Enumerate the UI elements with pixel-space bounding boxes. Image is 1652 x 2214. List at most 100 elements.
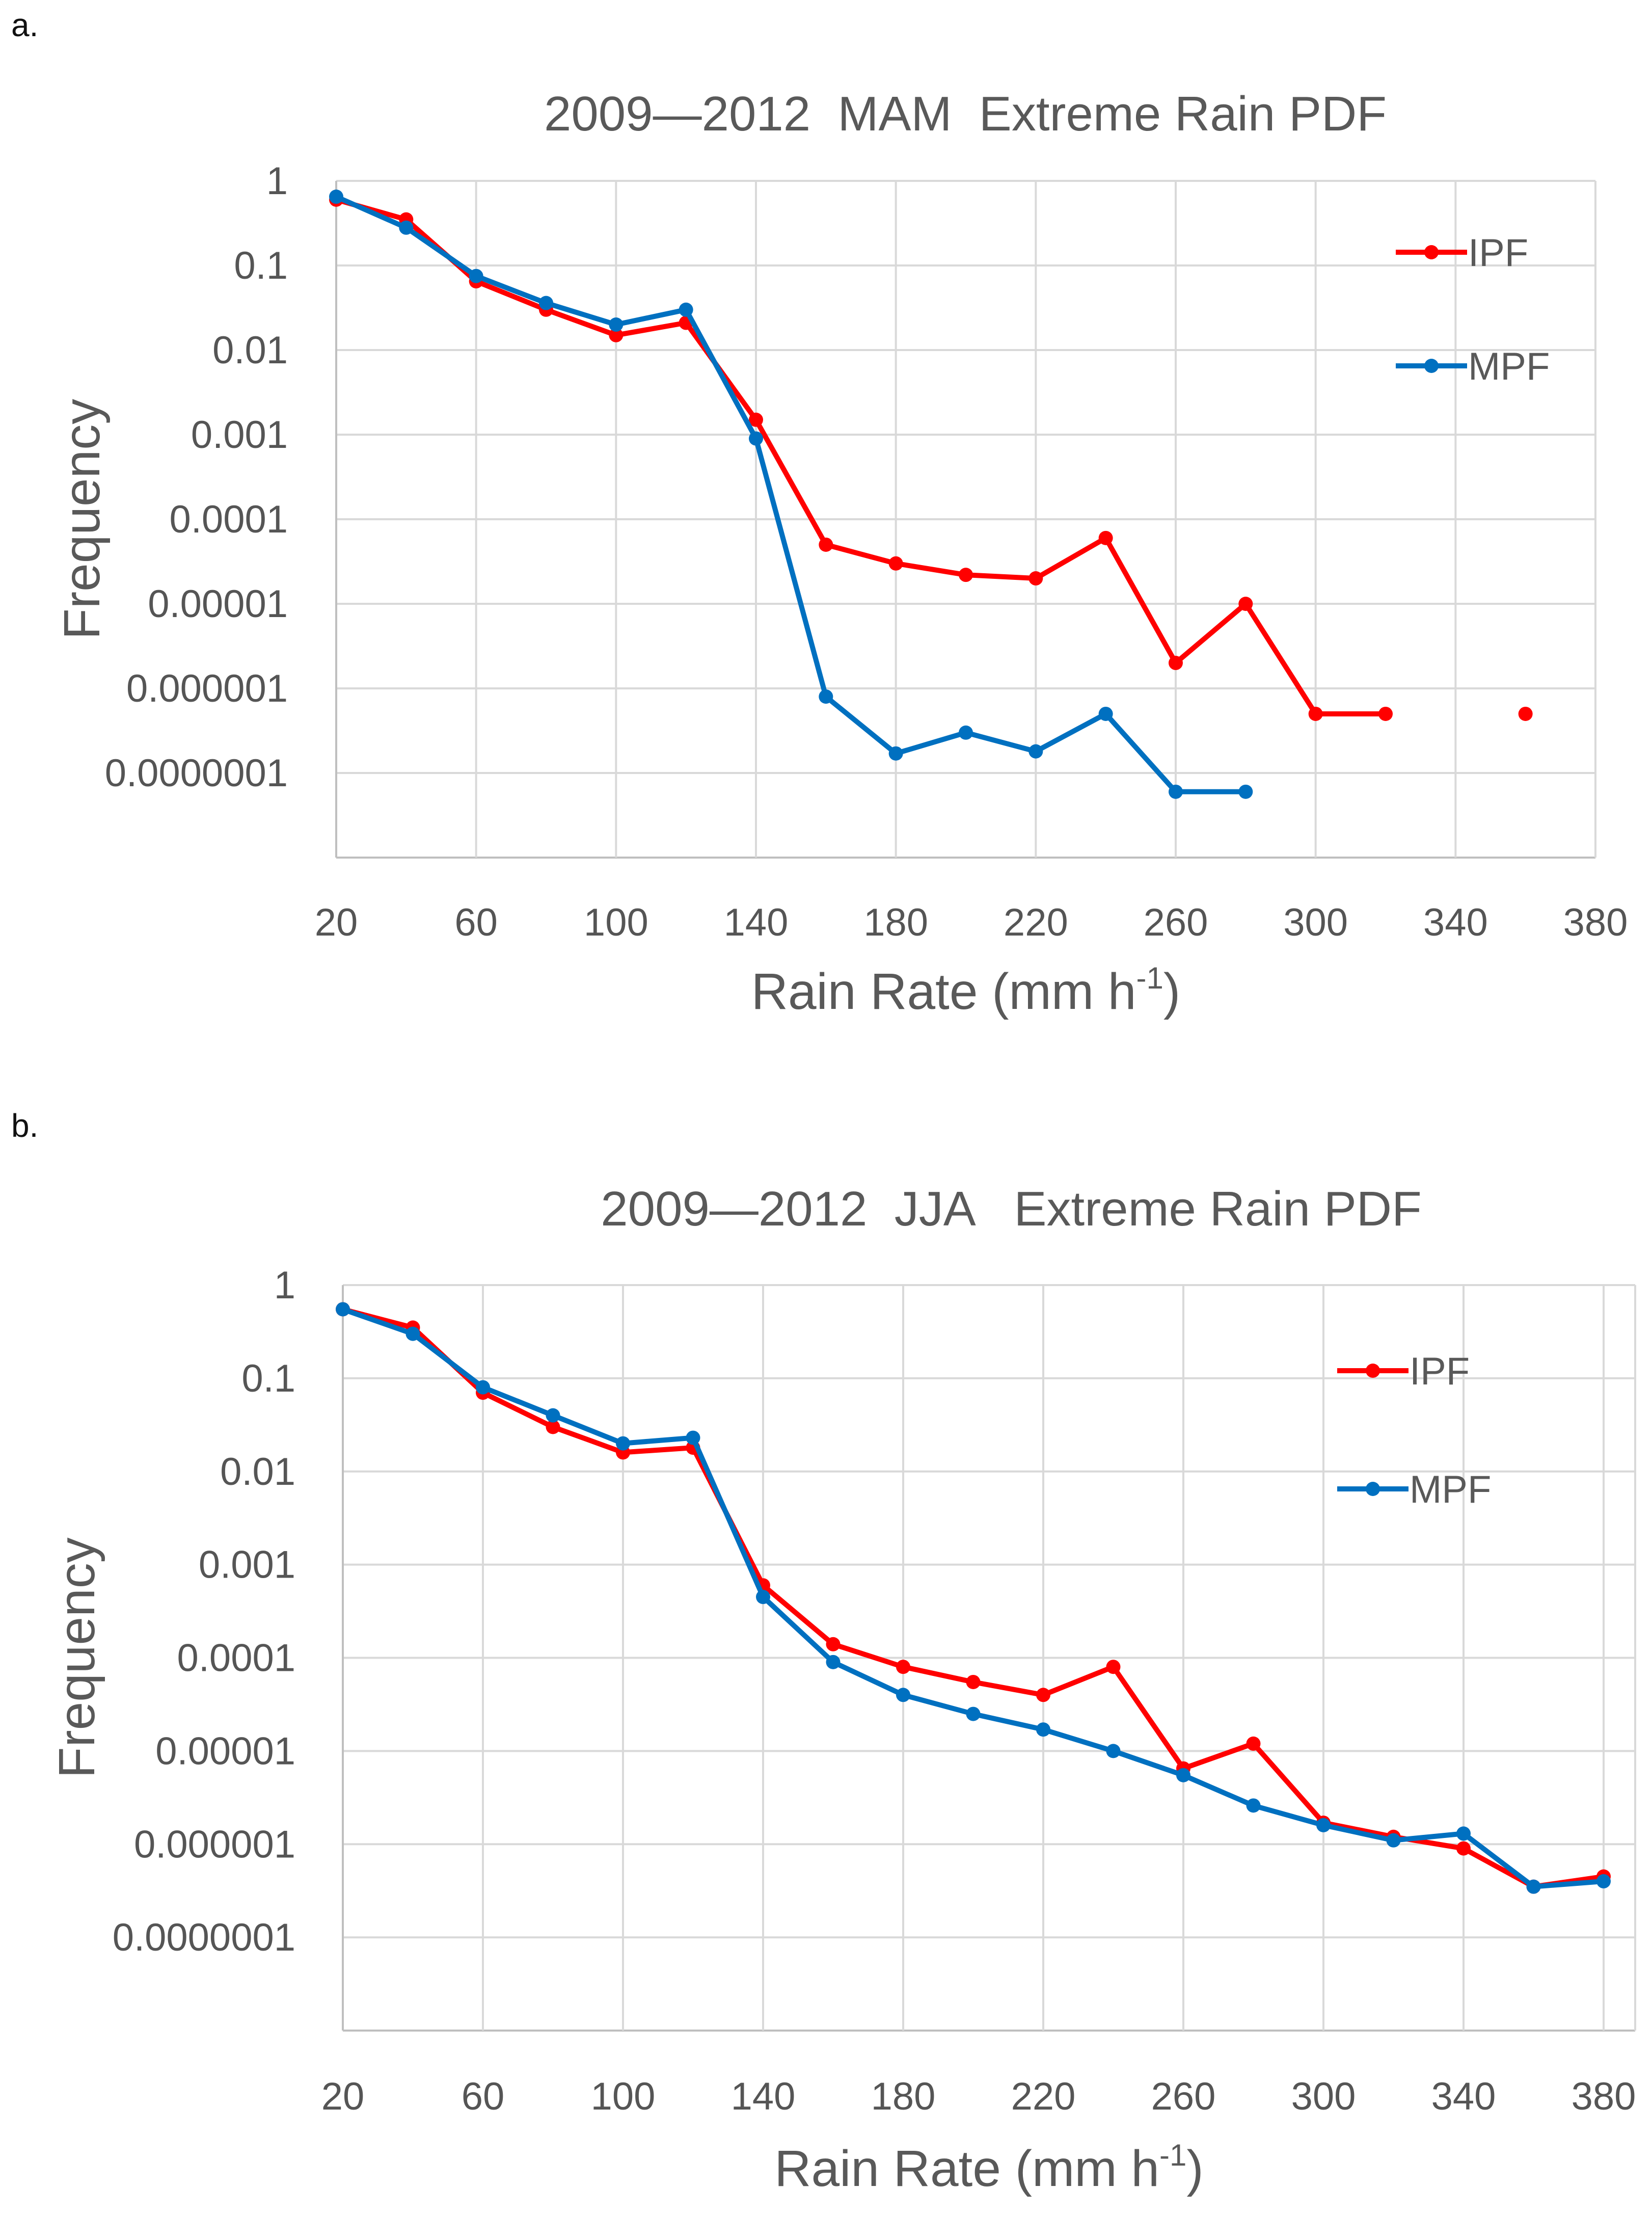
chart-title: 2009—2012 MAM Extreme Rain PDF — [544, 87, 1387, 141]
y-tick-label: 0.0000001 — [105, 752, 288, 795]
data-point-ipf — [888, 556, 903, 571]
data-point-mpf — [609, 317, 624, 332]
data-point-mpf — [1526, 1879, 1541, 1894]
y-tick-label: 0.0001 — [177, 1637, 295, 1680]
chart-jja: 20 60 100 140 180 220 260 300 340 380 1 0.1 0.01 0.00… — [48, 1182, 1636, 2197]
data-point-ipf — [1036, 1688, 1050, 1702]
data-point-mpf — [1238, 784, 1253, 799]
data-point-mpf — [1106, 1744, 1121, 1758]
data-point-mpf — [686, 1430, 700, 1445]
x-tick-label: 140 — [731, 2075, 796, 2118]
y-tick-label: 0.001 — [191, 413, 288, 457]
data-point-mpf — [1169, 784, 1183, 799]
panel-label-a: a. — [11, 7, 39, 43]
data-point-ipf — [826, 1637, 841, 1651]
legend-label-ipf: IPF — [1410, 1350, 1470, 1393]
data-point-mpf — [476, 1380, 490, 1395]
x-tick-label: 180 — [863, 901, 928, 944]
legend-marker-mpf — [1366, 1482, 1380, 1496]
data-point-mpf — [399, 220, 414, 235]
data-point-ipf — [1098, 530, 1113, 545]
y-tick-label: 0.0000001 — [113, 1916, 295, 1959]
legend-label-mpf: MPF — [1468, 345, 1550, 388]
x-axis-label: Rain Rate (mm h-1) — [751, 961, 1180, 1020]
data-point-mpf — [1316, 1818, 1331, 1832]
data-point-mpf — [539, 296, 553, 310]
legend: IPF MPF — [1337, 1350, 1491, 1511]
y-tick-label: 0.000001 — [126, 667, 288, 710]
data-point-ipf — [966, 1674, 981, 1689]
x-tick-label: 140 — [724, 901, 789, 944]
y-tick-label: 0.00001 — [155, 1729, 295, 1773]
data-point-mpf — [888, 746, 903, 761]
data-point-mpf — [1098, 706, 1113, 721]
chart-title: 2009—2012 JJA Extreme Rain PDF — [601, 1182, 1421, 1236]
data-point-ipf — [1456, 1841, 1471, 1856]
data-point-ipf — [1028, 571, 1043, 586]
x-tick-label: 380 — [1572, 2075, 1636, 2118]
data-point-ipf — [959, 568, 973, 582]
data-point-mpf — [819, 689, 833, 704]
x-tick-label: 220 — [1004, 901, 1068, 944]
y-tick-label: 0.1 — [234, 244, 288, 287]
data-point-mpf — [826, 1655, 841, 1669]
series-mpf — [329, 190, 1253, 799]
data-point-ipf — [1106, 1660, 1121, 1674]
x-tick-label: 100 — [591, 2075, 656, 2118]
x-tick-label: 340 — [1423, 901, 1488, 944]
x-tick-label: 60 — [454, 901, 498, 944]
y-tick-label: 1 — [266, 159, 288, 203]
data-point-mpf — [1246, 1798, 1261, 1813]
data-point-mpf — [959, 725, 973, 740]
series-line-ipf — [342, 1306, 1604, 1889]
x-tick-label: 100 — [584, 901, 648, 944]
data-point-mpf — [1036, 1722, 1050, 1737]
legend-marker-ipf — [1424, 245, 1439, 259]
x-tick-label: 300 — [1283, 901, 1348, 944]
data-point-mpf — [405, 1326, 420, 1341]
series-line-mpf — [342, 1306, 1604, 1889]
panel-label-b: b. — [11, 1107, 39, 1144]
series-ipf — [329, 192, 1533, 721]
y-tick-label: 0.1 — [241, 1357, 295, 1400]
y-tick-label: 0.01 — [212, 329, 288, 372]
x-tick-label: 20 — [321, 2075, 365, 2118]
data-point-mpf — [336, 1302, 350, 1317]
x-tick-label: 20 — [315, 901, 358, 944]
data-point-mpf — [1596, 1874, 1611, 1889]
chart-mam: 20 60 100 140 180 220 260 300 340 380 1 0.1 0.01 0.00… — [53, 87, 1628, 1020]
legend-label-ipf: IPF — [1468, 231, 1528, 275]
data-point-ipf — [546, 1420, 560, 1434]
data-point-mpf — [329, 190, 343, 204]
series-mpf — [336, 1302, 1611, 1894]
data-point-mpf — [616, 1436, 630, 1451]
y-tick-label: 0.0001 — [170, 498, 288, 541]
data-point-mpf — [546, 1408, 560, 1423]
legend-marker-ipf — [1366, 1364, 1380, 1378]
data-point-mpf — [749, 431, 763, 446]
legend-marker-mpf — [1424, 359, 1439, 373]
data-point-mpf — [756, 1590, 770, 1605]
x-tick-label: 260 — [1144, 901, 1208, 944]
data-point-ipf — [1246, 1736, 1261, 1751]
y-tick-label: 0.01 — [220, 1450, 295, 1493]
x-axis-label: Rain Rate (mm h-1) — [774, 2138, 1203, 2197]
data-point-mpf — [469, 269, 483, 283]
y-axis-label: Frequency — [48, 1537, 105, 1778]
x-tick-label: 380 — [1563, 901, 1628, 944]
x-tick-label: 300 — [1291, 2075, 1356, 2118]
data-point-mpf — [966, 1706, 981, 1721]
data-point-ipf — [1169, 656, 1183, 671]
data-point-mpf — [896, 1688, 910, 1702]
legend: IPF MPF — [1396, 231, 1550, 388]
data-point-mpf — [1176, 1768, 1190, 1782]
data-point-ipf — [819, 537, 833, 552]
data-point-ipf — [896, 1660, 910, 1674]
data-point-mpf — [679, 302, 693, 317]
data-point-ipf — [749, 412, 763, 427]
data-point-mpf — [1386, 1833, 1401, 1848]
data-point-ipf — [1518, 706, 1533, 721]
data-point-mpf — [1456, 1826, 1471, 1841]
y-tick-label: 0.000001 — [134, 1823, 295, 1866]
